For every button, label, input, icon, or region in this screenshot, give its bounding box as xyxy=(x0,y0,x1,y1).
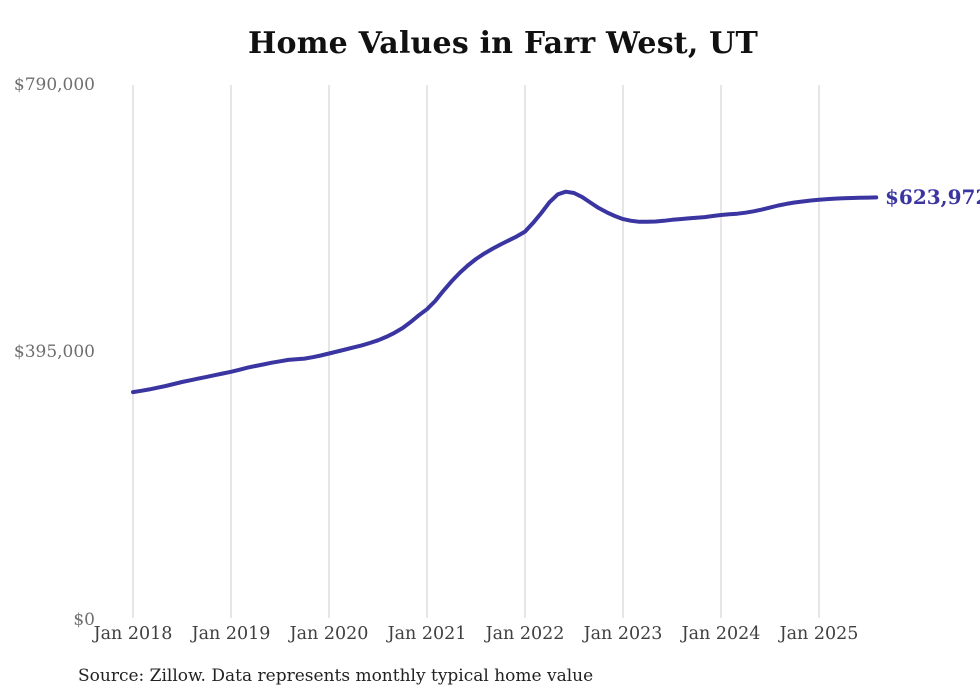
source-note: Source: Zillow. Data represents monthly … xyxy=(78,666,594,686)
x-tick-label: Jan 2025 xyxy=(779,624,859,644)
x-tick-label: Jan 2021 xyxy=(387,624,467,644)
end-value-label: $623,972 xyxy=(885,185,980,209)
x-tick-label: Jan 2018 xyxy=(93,624,173,644)
y-tick-label-395000: $395,000 xyxy=(13,342,95,362)
y-tick-label-0: $0 xyxy=(73,610,95,630)
home-value-series-line xyxy=(131,189,879,395)
y-tick-label-790000: $790,000 xyxy=(13,75,95,95)
gridlines xyxy=(132,85,820,618)
chart-title: Home Values in Farr West, UT xyxy=(247,26,759,61)
x-tick-label: Jan 2020 xyxy=(289,624,369,644)
x-tick-label: Jan 2019 xyxy=(191,624,271,644)
x-tick-label: Jan 2024 xyxy=(681,624,761,644)
x-tick-label: Jan 2022 xyxy=(485,624,565,644)
x-tick-label: Jan 2023 xyxy=(583,624,663,644)
